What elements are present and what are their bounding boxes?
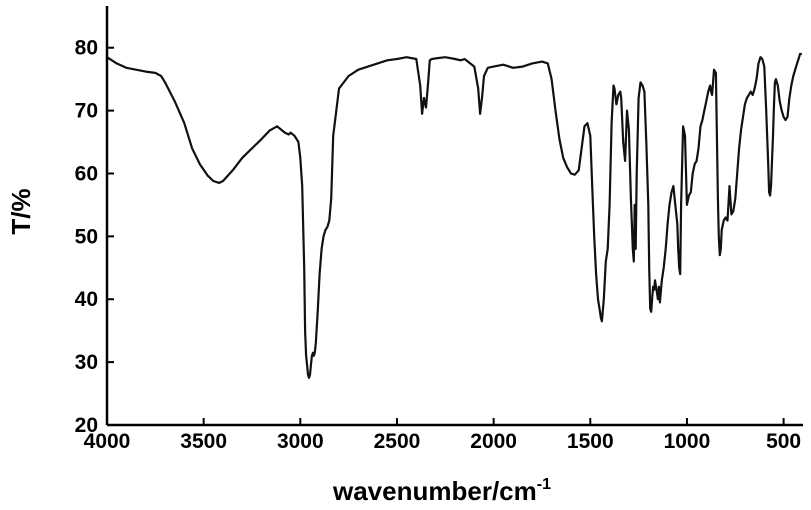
y-tick-label: 60 xyxy=(75,162,98,185)
x-tick-label: 1000 xyxy=(664,430,711,453)
y-tick-label: 50 xyxy=(75,225,98,248)
plot-area xyxy=(107,54,801,378)
x-axis-title: wavenumber/cm-1 xyxy=(332,476,551,506)
x-tick-label: 1500 xyxy=(567,430,614,453)
x-tick-label: 3500 xyxy=(180,430,227,453)
y-tick-label: 30 xyxy=(75,351,98,374)
x-axis-title-text: wavenumber/cm xyxy=(332,476,537,506)
x-axis-title-superscript: -1 xyxy=(537,476,551,493)
y-tick-label: 40 xyxy=(75,288,98,311)
y-axis-title: T/% xyxy=(6,188,36,234)
y-tick-label: 80 xyxy=(75,37,98,60)
x-ticks: 4000350030002500200015001000500 xyxy=(84,418,801,453)
x-tick-label: 2500 xyxy=(374,430,421,453)
y-tick-label: 20 xyxy=(75,414,98,437)
axes xyxy=(107,6,803,425)
x-tick-label: 3000 xyxy=(277,430,324,453)
x-tick-label: 500 xyxy=(766,430,801,453)
spectrum-line xyxy=(107,54,801,378)
y-tick-label: 70 xyxy=(75,100,98,123)
x-tick-label: 2000 xyxy=(470,430,517,453)
